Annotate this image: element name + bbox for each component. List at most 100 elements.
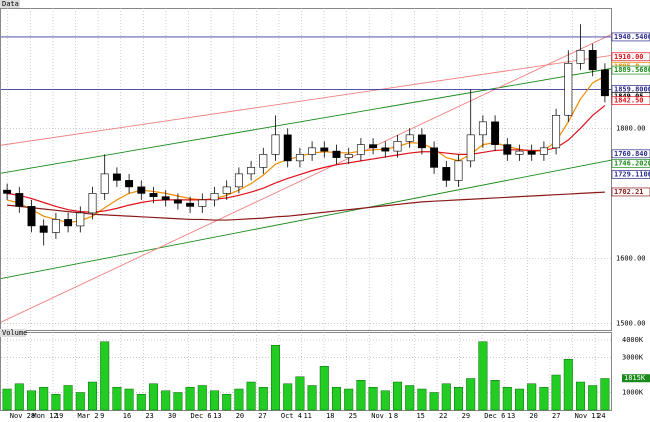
price-marker-label: 1702.21 [614,188,644,196]
candle-body [295,154,304,162]
x-tick-label: 19 [55,412,63,420]
candle-body [381,147,390,152]
volume-bar [185,387,195,411]
volume-bar [563,359,573,411]
candle-body [112,173,121,181]
candle-body [173,199,182,204]
candle-body [15,193,24,207]
candle-body [405,134,414,142]
price-marker [611,158,650,168]
candle-body [588,49,597,71]
trend-line [0,159,612,280]
candle-body [478,121,487,136]
volume-bar [246,381,256,411]
volume-marker [622,374,650,383]
volume-marker-label: 1815K [624,374,646,382]
candle-body [51,219,60,233]
candle-body [3,189,12,194]
candle-body [271,134,280,155]
price-marker-label: 1910.00 [614,53,644,61]
volume-bar [319,366,329,411]
x-tick-label: 9 [100,412,104,420]
volume-bar [63,385,73,411]
moving-average [7,191,605,221]
candle-body [137,186,146,194]
volume-bar [368,387,378,411]
candle-body [100,173,109,194]
volume-bar [356,380,366,411]
x-tick-label: Mon 12 [32,412,57,420]
volume-bar [26,390,37,411]
y-tick-label: 1000K [622,389,644,397]
volume-bar [100,341,110,411]
candle-body [503,144,512,155]
volume-bar [514,388,525,411]
volume-bar [588,385,598,411]
candle-body [125,180,134,188]
volume-bar [466,378,476,411]
trend-line [0,68,612,174]
candle-body [356,144,365,155]
volume-bar [502,387,512,411]
x-tick-label: Nov 28 [10,412,35,420]
price-marker-label: 1940.5400 [614,33,650,41]
volume-bar [234,388,244,411]
candle-body [332,150,341,158]
x-tick-label: 15 [416,412,424,420]
candle-body [430,147,439,168]
panel-tab [0,0,20,8]
x-tick-label: 22 [439,412,447,420]
volume-bar [405,385,415,411]
panel-label: Data [2,0,19,8]
volume-bar [344,388,354,411]
candle-body [442,167,451,181]
volume-bar [258,387,268,411]
volume-bar [429,392,439,411]
price-marker [611,65,650,75]
price-marker [611,149,650,159]
candle-body [88,193,97,214]
candle-body [27,206,36,227]
volume-bar [295,376,305,411]
y-tick-label: 1600.00 [616,254,646,262]
y-tick-label: 1800.00 [616,124,646,132]
volume-bar [39,387,49,411]
candle-body [491,121,500,145]
x-tick-label: 27 [258,412,266,420]
candle-body [576,49,585,64]
volume-bar [75,392,85,411]
volume-bar [124,388,134,411]
volume-bar [173,392,183,411]
candle-body [64,219,73,227]
price-marker-label: 1842.50 [614,97,644,105]
x-tick-label: 11 [303,412,311,420]
x-tick-label: 27 [552,412,560,420]
candle-body [320,147,329,152]
volume-bar [161,390,171,411]
candle-body [198,199,207,207]
candle-body [76,212,85,227]
price-marker [611,170,650,179]
price-marker-label: 1746.2020 [614,159,650,167]
price-marker-label: 1760.840 [614,150,648,158]
candle-body [39,225,48,233]
volume-bar [453,387,464,411]
candle-body [466,134,475,162]
x-tick-label: 20 [236,412,244,420]
x-tick-label: 24 [597,412,605,420]
x-tick-label: 13 [507,412,515,420]
price-marker-label: 1729.1100 [614,170,650,178]
volume-bar [490,380,500,411]
volume-bar [527,383,537,411]
x-tick-label: 30 [168,412,176,420]
volume-bar [283,383,293,411]
price-marker [611,187,650,197]
volume-bar [87,381,98,411]
volume-bar [2,388,12,411]
volume-bar [270,345,281,411]
candle-body [527,150,536,155]
volume-bar [600,378,610,411]
volume-bar [551,374,561,411]
price-marker-label: 1889.5680 [614,66,650,74]
